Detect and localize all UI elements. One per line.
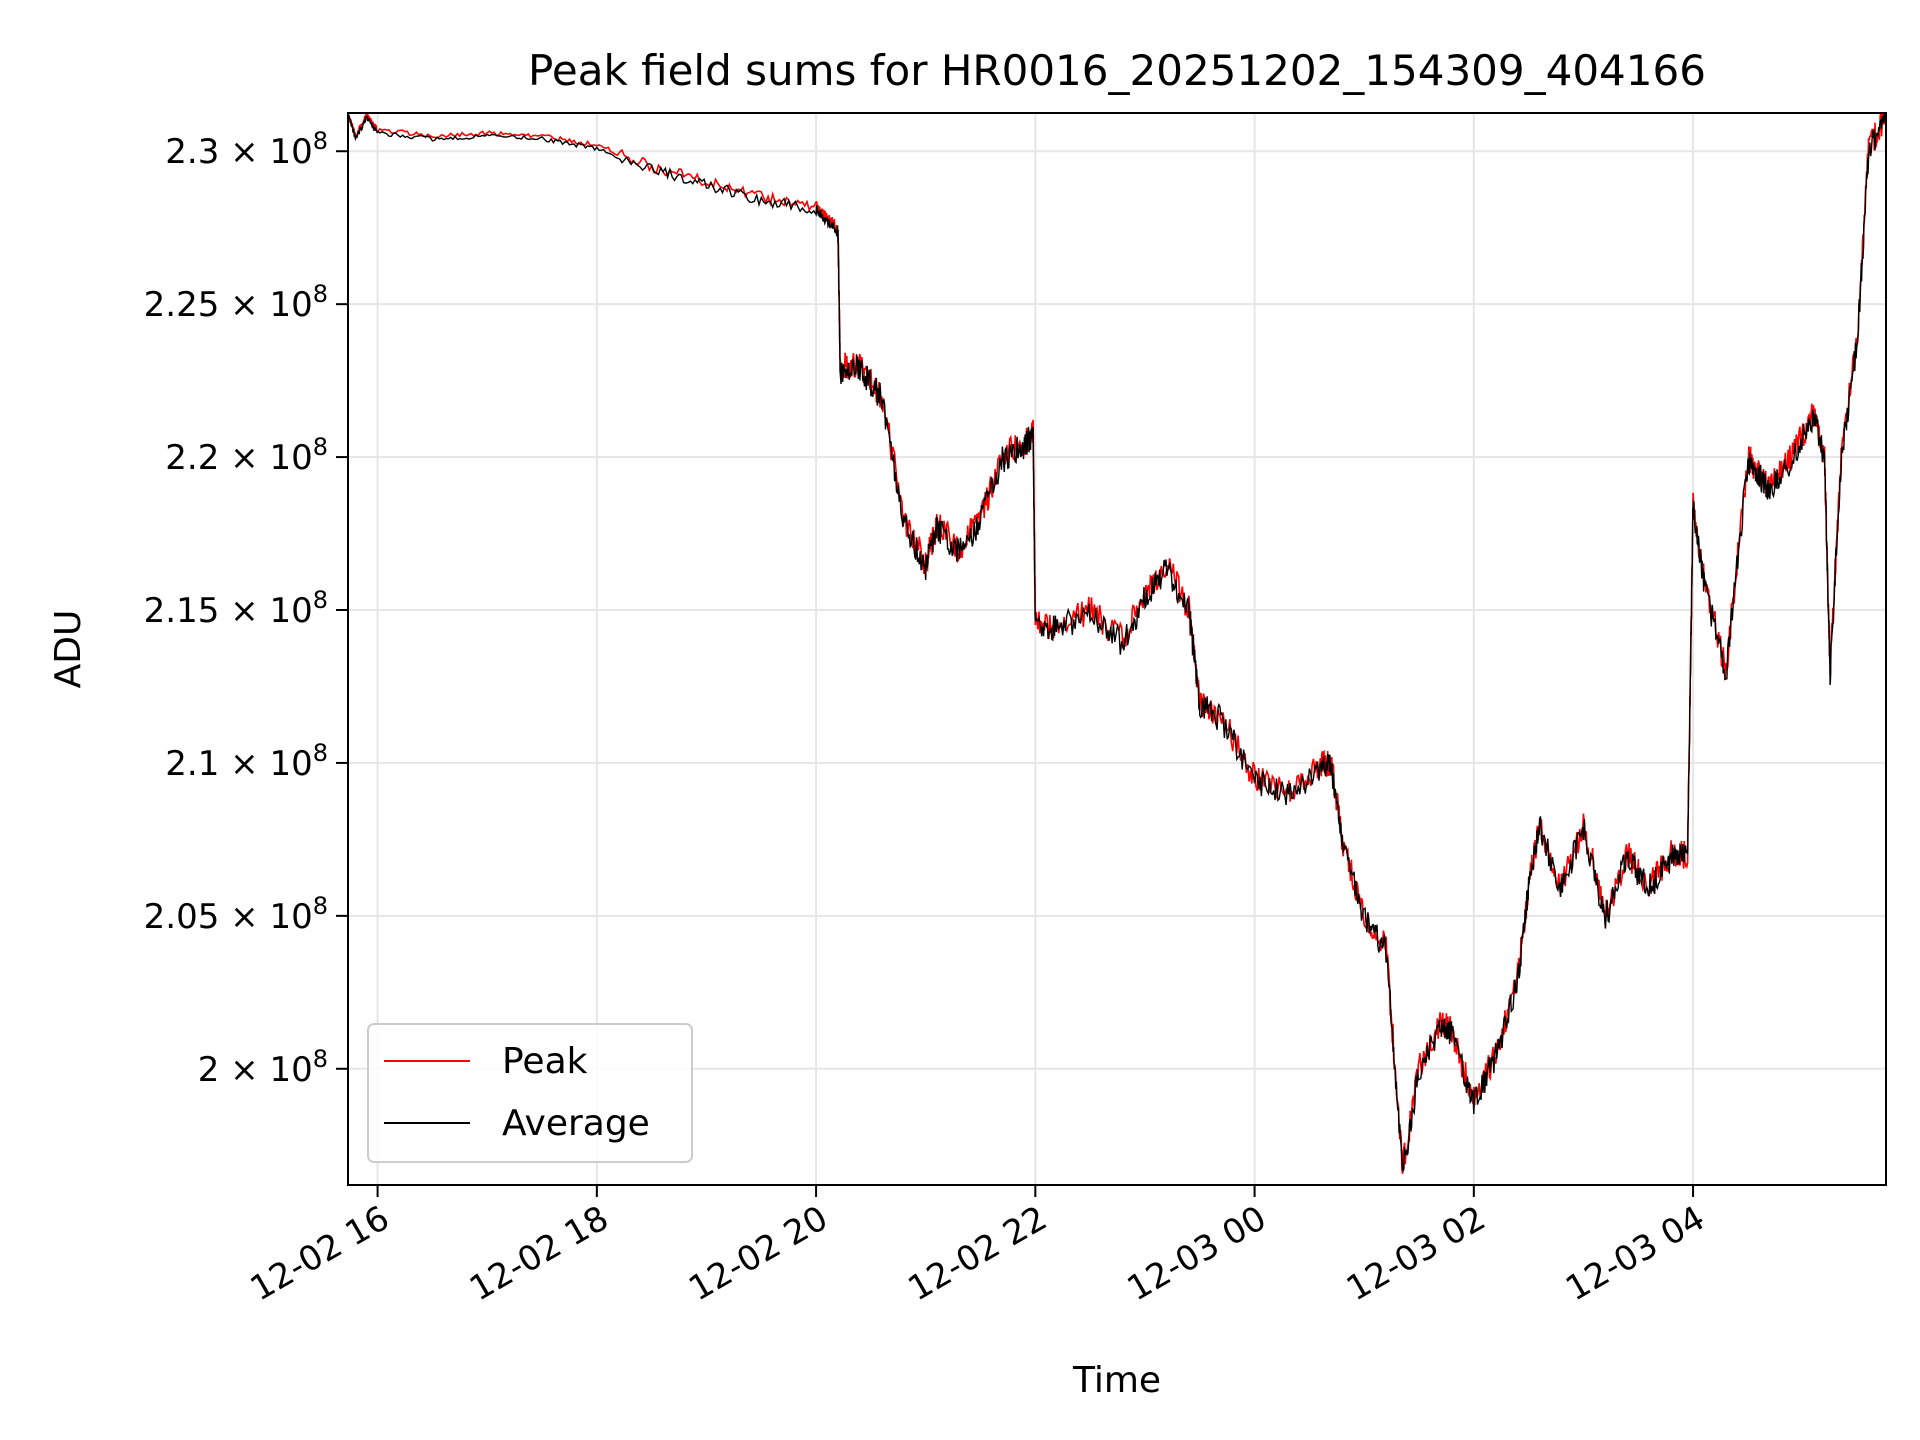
y-tick-label: 2.1 × 108	[165, 739, 328, 784]
series-line-average	[348, 113, 1886, 1173]
y-axis: 2 × 108 2.05 × 108 2.1 × 108 2.15 × 108 2.2 …	[144, 127, 348, 1090]
chart-title: Peak field sums for HR0016_20251202_1543…	[528, 46, 1706, 95]
y-tick-label: 2.3 × 108	[165, 127, 328, 172]
grid	[348, 113, 1886, 1185]
y-tick-label: 2.2 × 108	[165, 433, 328, 478]
series-layer	[348, 113, 1886, 1175]
y-tick-label: 2.25 × 108	[144, 280, 328, 325]
x-axis-label: Time	[1072, 1360, 1161, 1401]
y-tick-label: 2.15 × 108	[144, 586, 328, 631]
legend: Peak Average	[367, 1023, 693, 1163]
legend-box	[367, 1023, 693, 1163]
legend-label-average: Average	[502, 1103, 650, 1144]
legend-label-peak: Peak	[502, 1041, 588, 1082]
y-tick-label: 2 × 108	[198, 1045, 328, 1090]
y-axis-label: ADU	[48, 610, 89, 689]
y-tick-label: 2.05 × 108	[144, 892, 328, 937]
plot-frame	[347, 112, 1887, 1186]
